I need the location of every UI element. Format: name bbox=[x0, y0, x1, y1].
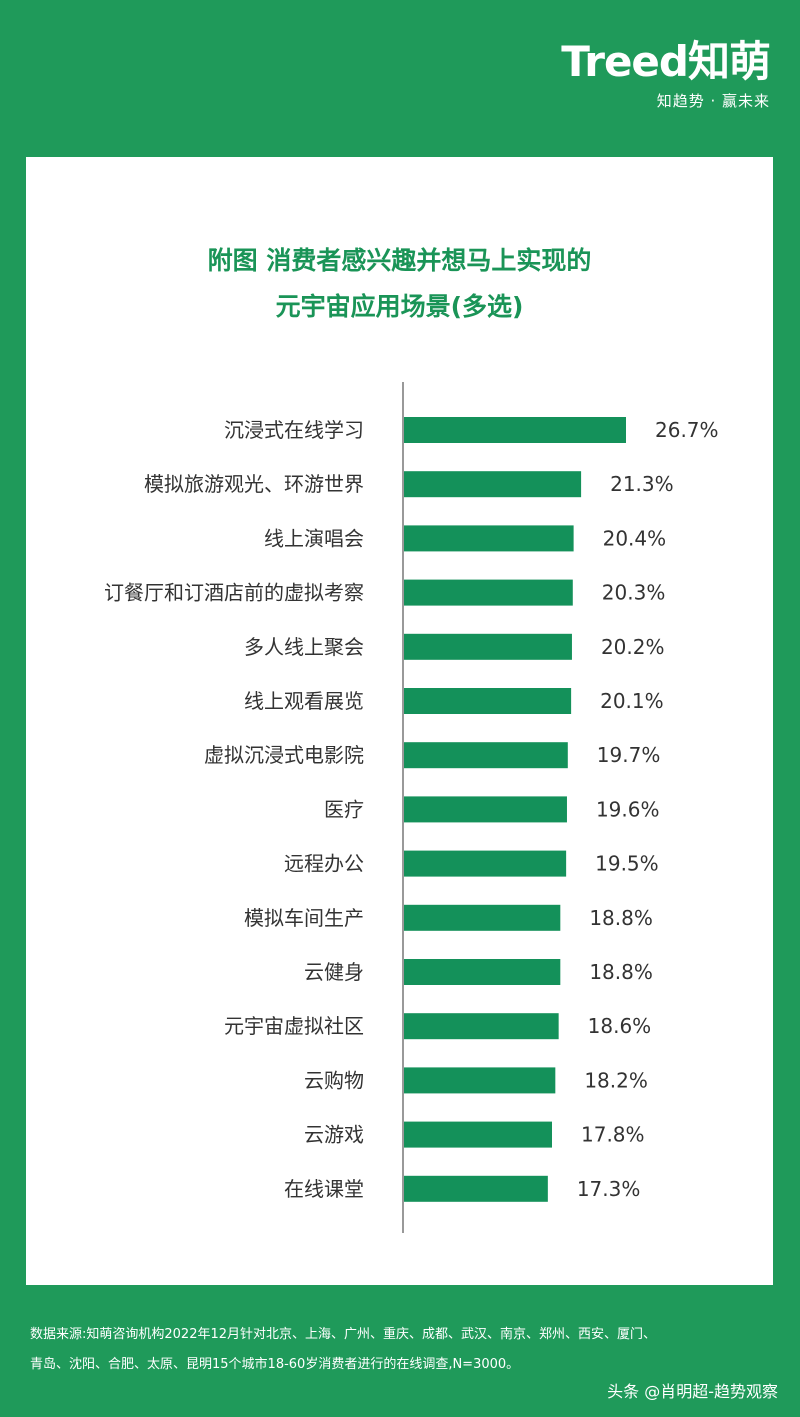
bar bbox=[404, 1013, 559, 1040]
bar bbox=[404, 633, 572, 660]
data-source-note: 数据来源:知萌咨询机构2022年12月针对北京、上海、广州、重庆、成都、武汉、南… bbox=[30, 1320, 780, 1380]
category-label: 模拟旅游观光、环游世界 bbox=[144, 472, 364, 496]
value-label: 17.3% bbox=[577, 1177, 641, 1201]
bar bbox=[404, 1067, 556, 1094]
value-label: 19.6% bbox=[596, 797, 660, 821]
value-label: 21.3% bbox=[610, 472, 674, 496]
bar-chart: 沉浸式在线学习 26.7% 模拟旅游观光、环游世界 21.3% 线上演唱会 20.4% 订餐… bbox=[104, 382, 719, 1233]
category-label: 远程办公 bbox=[284, 852, 364, 876]
bar bbox=[404, 959, 561, 985]
attribution: 头条 @肖明超-趋势观察 bbox=[607, 1382, 778, 1401]
category-label: 虚拟沉浸式电影院 bbox=[204, 743, 364, 767]
data-source-line-2: 青岛、沈阳、合肥、太原、昆明15个城市18-60岁消费者进行的在线调查,N=30… bbox=[30, 1357, 520, 1372]
category-label: 多人线上聚会 bbox=[244, 635, 364, 659]
value-label: 19.5% bbox=[595, 852, 659, 876]
bar bbox=[404, 850, 567, 877]
chart-card: 附图 消费者感兴趣并想马上实现的 元宇宙应用场景(多选) 沉浸式在线学习 26.7… bbox=[26, 157, 773, 1285]
category-label: 元宇宙虚拟社区 bbox=[224, 1014, 364, 1038]
category-label: 线上观看展览 bbox=[244, 689, 364, 713]
category-label: 医疗 bbox=[324, 797, 364, 821]
value-label: 20.1% bbox=[600, 689, 664, 713]
data-source-line-1: 数据来源:知萌咨询机构2022年12月针对北京、上海、广州、重庆、成都、武汉、南… bbox=[30, 1327, 657, 1342]
bar bbox=[404, 471, 582, 498]
bar bbox=[404, 1175, 548, 1202]
category-label: 订餐厅和订酒店前的虚拟考察 bbox=[104, 581, 364, 605]
value-label: 20.4% bbox=[603, 526, 667, 550]
bar bbox=[404, 525, 574, 552]
chart-title-line-2: 元宇宙应用场景(多选) bbox=[275, 292, 524, 321]
brand-logo: Treed知萌 知趋势 · 赢未来 bbox=[540, 37, 771, 111]
bar bbox=[404, 688, 572, 714]
bar bbox=[404, 742, 568, 769]
chart-title-line-1: 附图 消费者感兴趣并想马上实现的 bbox=[207, 246, 592, 275]
value-label: 18.2% bbox=[584, 1068, 648, 1092]
category-label: 云健身 bbox=[304, 960, 364, 984]
category-label: 沉浸式在线学习 bbox=[224, 418, 364, 442]
value-label: 18.6% bbox=[588, 1014, 652, 1038]
value-label: 20.3% bbox=[602, 581, 666, 605]
value-label: 17.8% bbox=[581, 1123, 645, 1147]
category-label: 模拟车间生产 bbox=[244, 906, 364, 930]
category-label: 云购物 bbox=[304, 1068, 364, 1092]
value-label: 18.8% bbox=[589, 960, 653, 984]
bar bbox=[404, 796, 567, 823]
bar bbox=[404, 1121, 552, 1148]
bar bbox=[404, 579, 573, 606]
bar bbox=[404, 417, 626, 443]
category-label: 在线课堂 bbox=[284, 1177, 364, 1201]
value-label: 26.7% bbox=[655, 418, 719, 442]
category-label: 线上演唱会 bbox=[264, 526, 364, 550]
category-label: 云游戏 bbox=[304, 1123, 364, 1147]
value-label: 18.8% bbox=[589, 906, 653, 930]
logo-tagline: 知趋势 · 赢未来 bbox=[656, 92, 770, 110]
bar bbox=[404, 904, 561, 931]
logo-mark: Treed知萌 bbox=[561, 37, 771, 86]
value-label: 20.2% bbox=[601, 635, 665, 659]
value-label: 19.7% bbox=[597, 743, 661, 767]
